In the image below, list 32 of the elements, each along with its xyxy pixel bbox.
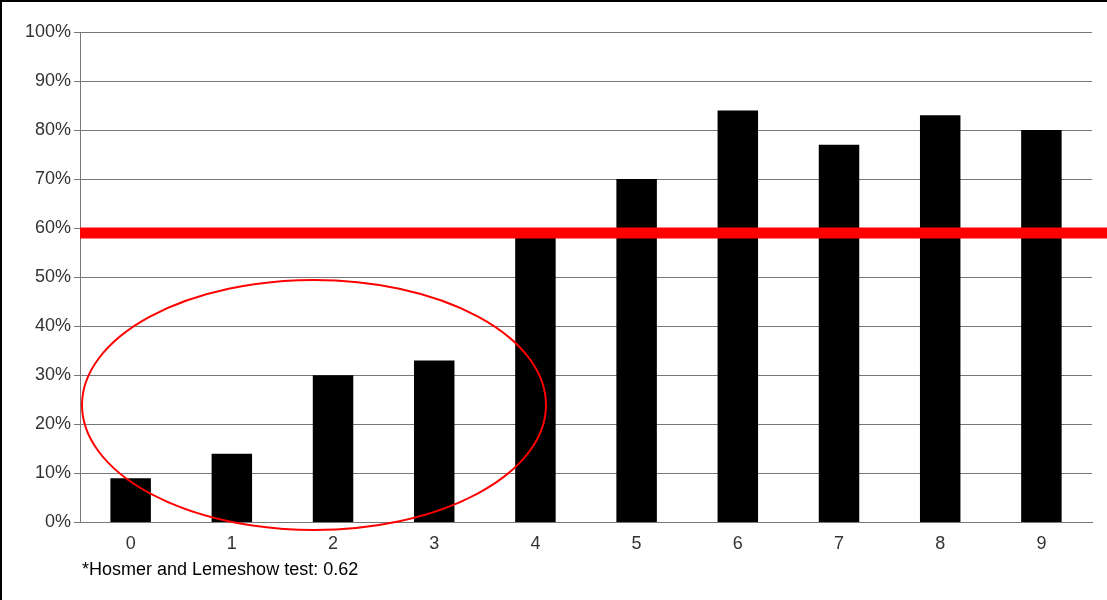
x-tick-label: 9 [1036, 533, 1047, 554]
x-tick-label: 6 [732, 533, 743, 554]
bar [1021, 130, 1062, 522]
y-tick-label: 80% [35, 119, 72, 140]
bar [211, 453, 253, 522]
y-tick-label: 20% [35, 413, 72, 434]
y-tick-label: 10% [35, 462, 72, 483]
y-tick-label: 40% [35, 315, 72, 336]
text: *Hosmer and Lemeshow test: 0.62 [82, 559, 359, 580]
bar [413, 360, 455, 522]
y-tick-label: 60% [35, 217, 72, 238]
y-tick-label: 90% [35, 70, 72, 91]
y-tick-label: 100% [24, 20, 72, 41]
bar [312, 375, 354, 522]
x-tick-label: 2 [328, 533, 339, 554]
bar [110, 478, 151, 522]
y-tick-label: 0% [45, 511, 72, 532]
x-tick-label: 0 [125, 533, 136, 554]
y-tick-label: 70% [35, 168, 72, 189]
bar [818, 144, 860, 522]
y-tick-label: 30% [35, 364, 72, 385]
x-tick-label: 1 [226, 533, 237, 554]
x-tick-label: 8 [935, 533, 946, 554]
bar [515, 237, 556, 522]
x-tick-label: 5 [631, 533, 642, 554]
bar [919, 115, 961, 522]
x-tick-label: 3 [429, 533, 440, 554]
x-tick-label: 7 [834, 533, 845, 554]
bar [717, 110, 759, 522]
bar [616, 179, 657, 522]
y-tick-label: 50% [35, 266, 72, 287]
x-tick-label: 4 [530, 533, 541, 554]
